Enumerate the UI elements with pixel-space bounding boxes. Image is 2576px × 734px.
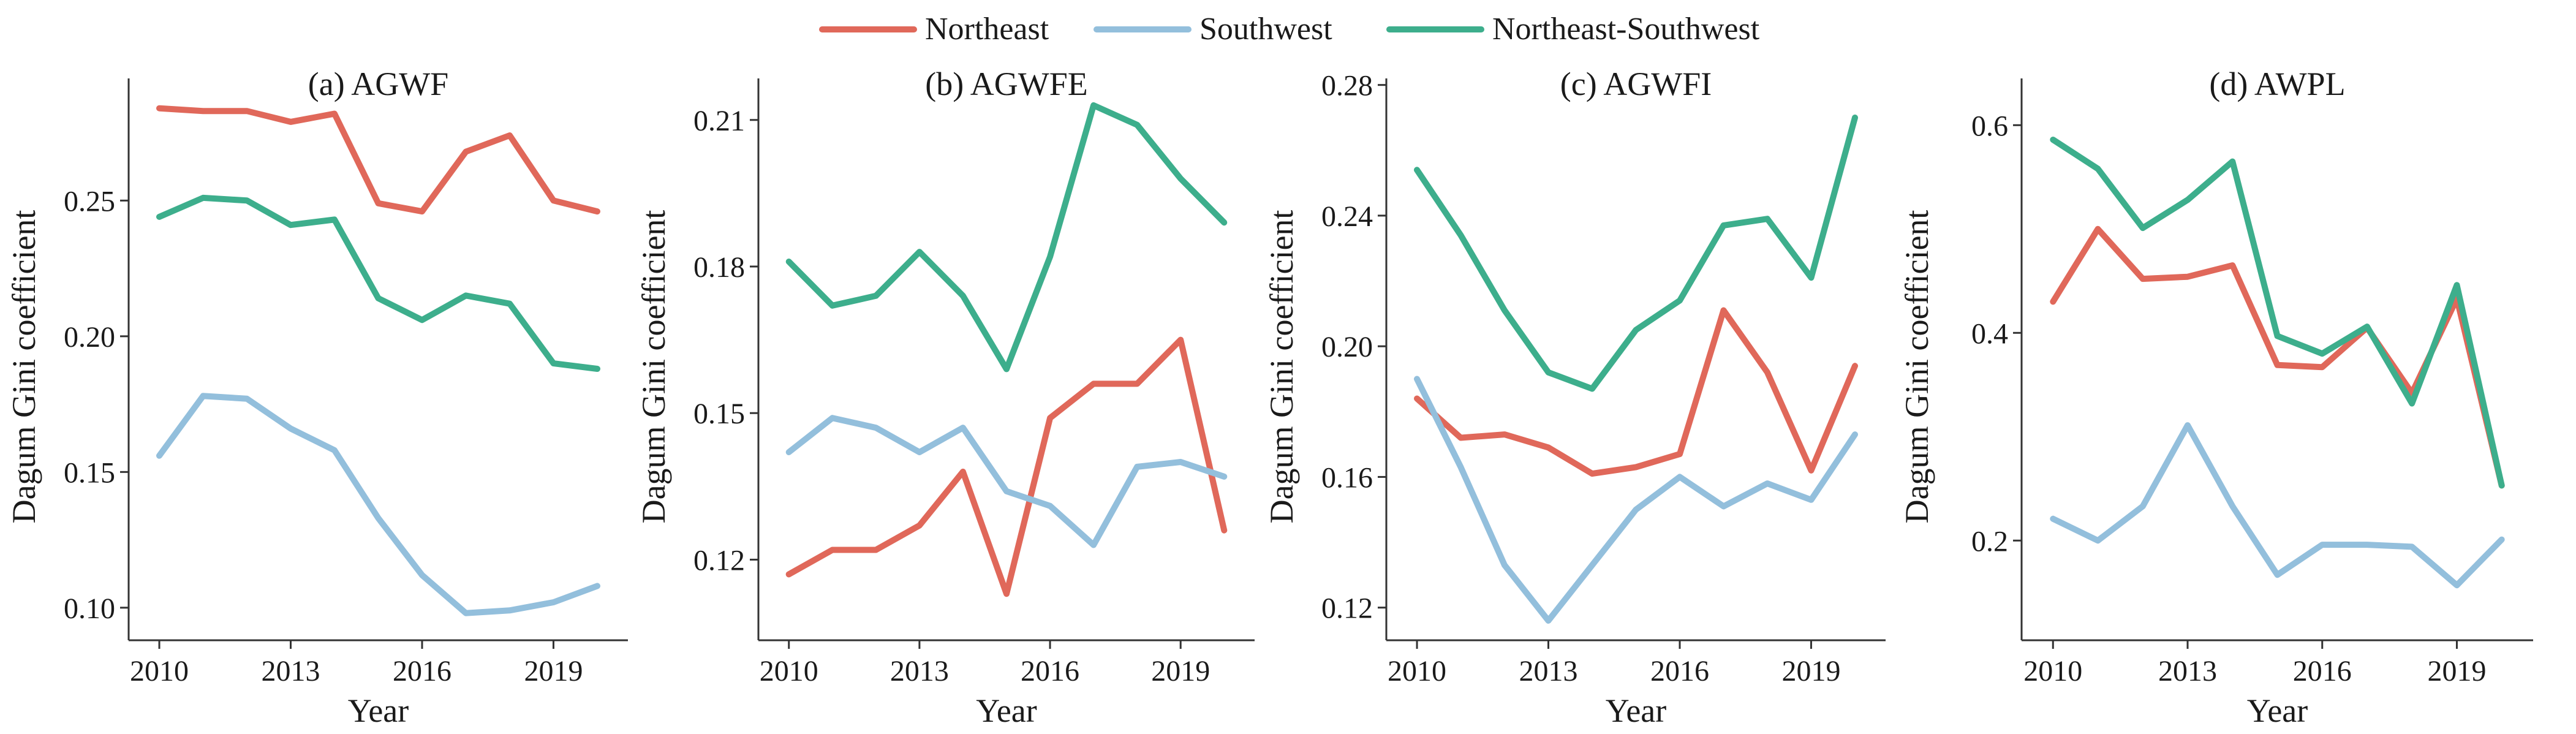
y-tick-label: 0.18 [693,251,745,284]
legend-label-northeast-southwest: Northeast-Southwest [1492,12,1760,47]
x-tick-label: 2010 [130,655,189,687]
chart-panel-3: (c) AGWFI 0.12 0.16 0.20 0.24 0.28 2010 2013 201… [1263,66,1886,729]
series-line-northeast-southwest [156,194,600,372]
series-line-northeast [1414,307,1858,477]
y-tick-label: 0.12 [693,544,745,577]
chart-title: (d) AWPL [2209,66,2345,102]
x-tick-label: 2016 [393,655,451,687]
y-tick-label: 0.24 [1321,200,1373,233]
y-tick-label: 0.28 [1321,70,1373,102]
y-axis-label: Dagum Gini coefficient [635,210,672,524]
legend: Northeast Southwest Northeast-Southwest [819,12,1760,47]
x-tick-label: 2013 [1519,655,1578,687]
y-tick-label: 0.21 [693,105,745,137]
x-tick-label: 2019 [1151,655,1210,687]
y-axis-label: Dagum Gini coefficient [1898,210,1935,524]
series-line-northeast [2050,225,2505,489]
x-tick-label: 2013 [262,655,320,687]
x-axis-label: Year [976,692,1037,729]
y-tick-label: 0.16 [1321,461,1373,494]
chart-title: (a) AGWF [308,66,448,102]
y-tick-label: 0.20 [64,321,115,354]
legend-label-southwest: Southwest [1199,12,1332,47]
series-line-southwest [1414,376,1858,624]
y-tick-label: 0.15 [693,398,745,430]
series-line-southwest [156,393,600,616]
series-line-southwest [2050,422,2505,589]
y-tick-label: 0.2 [1971,525,2008,558]
x-tick-label: 2019 [2427,655,2486,687]
chart-panel-2: (b) AGWFE 0.12 0.15 0.18 0.21 2010 2013 2016 201… [635,66,1255,729]
chart-title: (b) AGWFE [925,66,1087,102]
x-tick-label: 2016 [1650,655,1709,687]
x-tick-label: 2019 [1781,655,1840,687]
y-tick-label: 0.4 [1971,317,2008,350]
x-tick-label: 2016 [2293,655,2352,687]
x-axis-label: Year [348,692,409,729]
x-axis-label: Year [2247,692,2308,729]
legend-label-northeast: Northeast [925,12,1049,47]
y-tick-label: 0.15 [64,456,115,489]
y-axis-label: Dagum Gini coefficient [1263,210,1300,524]
chart-title: (c) AGWFI [1560,66,1712,102]
x-tick-label: 2010 [1388,655,1446,687]
series-line-northeast [785,336,1228,597]
x-tick-label: 2016 [1021,655,1079,687]
series-line-northeast-southwest [785,102,1228,373]
y-tick-label: 0.25 [64,185,115,218]
series-line-southwest [785,415,1228,548]
y-tick-label: 0.6 [1971,110,2008,142]
x-axis-label: Year [1606,692,1667,729]
chart-panel-4: (d) AWPL 0.2 0.4 0.6 2010 2013 2016 2019 Year Dag… [1898,66,2533,729]
series-line-northeast [156,105,600,215]
x-tick-label: 2013 [890,655,949,687]
series-line-northeast-southwest [1414,115,1858,392]
x-tick-label: 2010 [2023,655,2082,687]
series-line-northeast-southwest [2050,137,2505,489]
y-tick-label: 0.10 [64,592,115,625]
x-tick-label: 2019 [524,655,583,687]
x-tick-label: 2010 [760,655,818,687]
y-axis-label: Dagum Gini coefficient [6,210,42,524]
chart-panel-1: (a) AGWF 0.10 0.15 0.20 0.25 2010 2013 2016 2019… [6,66,628,729]
y-tick-label: 0.12 [1321,592,1373,625]
x-tick-label: 2013 [2158,655,2217,687]
y-tick-label: 0.20 [1321,331,1373,363]
